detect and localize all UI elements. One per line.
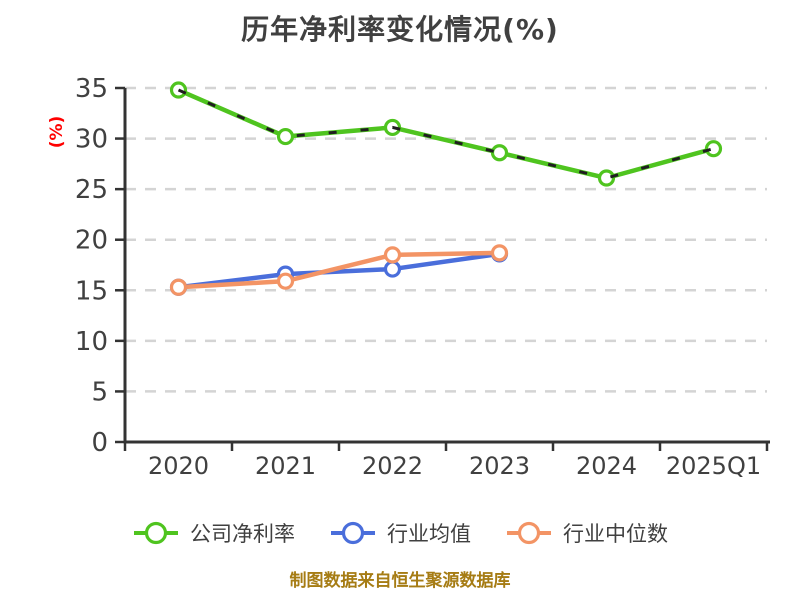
legend-marker-company-icon: [134, 521, 178, 545]
series-line-1: [176, 251, 502, 290]
legend-marker-industry-average-icon: [331, 521, 375, 545]
legend-item-industry-median[interactable]: 行业中位数: [505, 518, 668, 548]
y-tick-label: 10: [75, 327, 108, 357]
chart-title: 历年净利率变化情况(%): [241, 13, 559, 46]
y-tick-label: 20: [75, 226, 108, 256]
legend-marker-industry-median-icon: [507, 521, 551, 545]
y-tick-label: 35: [75, 74, 108, 104]
data-source-caption: 制图数据来自恒生聚源数据库: [289, 571, 511, 591]
y-tick-label: 15: [75, 276, 108, 306]
series-markers-2: [169, 244, 509, 296]
x-tick-label: 2023: [469, 452, 530, 480]
legend-item-industry-average[interactable]: 行业均值: [329, 518, 471, 548]
series-line-0: [176, 87, 716, 181]
y-tick-label: 25: [75, 175, 108, 205]
legend-label-industry-average: 行业均值: [387, 522, 471, 546]
legend-label-industry-median: 行业中位数: [563, 522, 668, 546]
y-tick-label: 0: [91, 428, 108, 458]
y-tick-label: 5: [91, 377, 108, 407]
x-tick-label: 2020: [148, 452, 209, 480]
series-line-2: [176, 250, 502, 290]
legend: 公司净利率 行业均值 行业中位数: [0, 518, 800, 548]
y-tick-label: 30: [75, 125, 108, 155]
x-tick-label: 2021: [255, 452, 316, 480]
y-axis-unit-label: (%): [47, 116, 67, 149]
series-markers-0: [169, 81, 723, 187]
x-tick-label: 2024: [576, 452, 637, 480]
x-tick-label: 2025Q1: [666, 452, 761, 480]
legend-item-company-net-margin[interactable]: 公司净利率: [132, 518, 295, 548]
company-line-dashed-overlay: [177, 88, 714, 180]
legend-label-company: 公司净利率: [190, 522, 295, 546]
x-tick-label: 2022: [362, 452, 423, 480]
